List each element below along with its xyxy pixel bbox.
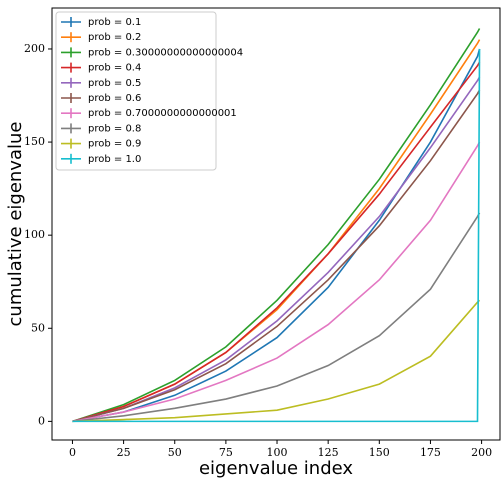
y-tick-label: 150 bbox=[24, 135, 45, 148]
series-line bbox=[72, 141, 481, 423]
y-tick-label: 100 bbox=[24, 228, 45, 241]
legend-label: prob = 0.2 bbox=[88, 32, 141, 43]
series-line bbox=[72, 61, 481, 423]
x-tick-label: 25 bbox=[117, 446, 131, 459]
series-line bbox=[72, 48, 481, 423]
series-line bbox=[72, 76, 481, 423]
x-tick-label: 50 bbox=[168, 446, 182, 459]
series-line bbox=[72, 299, 481, 423]
plot-frame bbox=[51, 7, 501, 441]
series-line bbox=[72, 28, 481, 423]
y-tick-label: 50 bbox=[31, 321, 45, 334]
legend-label: prob = 0.9 bbox=[88, 139, 141, 150]
legend-label: prob = 0.8 bbox=[88, 123, 141, 134]
x-tick-label: 175 bbox=[420, 446, 441, 459]
x-tick-label: 150 bbox=[369, 446, 390, 459]
legend-label: prob = 0.1 bbox=[88, 17, 141, 28]
x-tick-label: 0 bbox=[69, 446, 76, 459]
x-tick-label: 200 bbox=[471, 446, 492, 459]
y-tick-label: 0 bbox=[38, 414, 45, 427]
legend: prob = 0.1 prob = 0.2 prob = 0.30000000000… bbox=[55, 11, 243, 171]
legend-label: prob = 0.30000000000000004 bbox=[88, 47, 243, 58]
x-tick-label: 100 bbox=[267, 446, 288, 459]
series-line bbox=[72, 89, 481, 423]
x-tick-label: 75 bbox=[219, 446, 233, 459]
legend-label: prob = 0.4 bbox=[88, 63, 141, 74]
legend-label: prob = 1.0 bbox=[88, 154, 141, 165]
x-axis-label: eigenvalue index bbox=[199, 458, 353, 479]
series-line bbox=[72, 48, 481, 423]
legend-label: prob = 0.7000000000000001 bbox=[88, 108, 237, 119]
x-tick-label: 125 bbox=[318, 446, 339, 459]
y-tick-label: 200 bbox=[24, 42, 45, 55]
legend-box bbox=[55, 11, 217, 171]
legend-label: prob = 0.5 bbox=[88, 78, 141, 89]
legend-label: prob = 0.6 bbox=[88, 93, 141, 104]
series-line bbox=[72, 212, 481, 423]
y-axis-label: cumulative eigenvalue bbox=[5, 122, 26, 327]
